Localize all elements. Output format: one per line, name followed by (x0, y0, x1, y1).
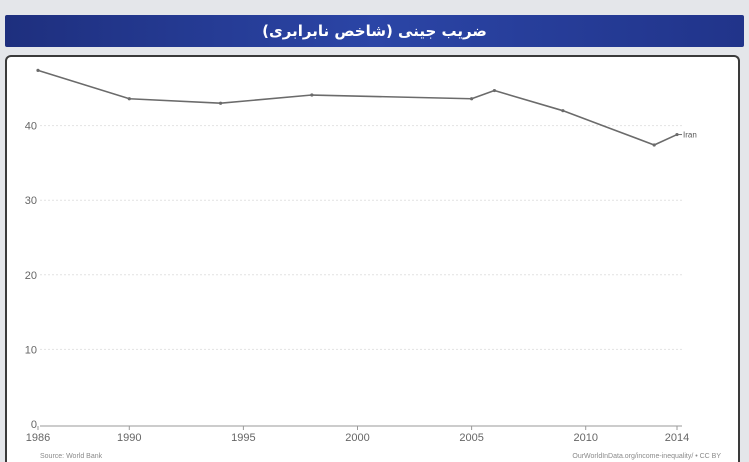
credit-note: OurWorldInData.org/income-inequality/ • … (572, 453, 721, 460)
x-tick-label: 1990 (117, 432, 141, 444)
x-axis-ticks: 1986 1990 1995 2000 2005 2010 2014 (26, 426, 689, 444)
x-tick-label: 2010 (573, 432, 597, 444)
data-point (127, 97, 131, 101)
series-line (37, 69, 678, 146)
x-tick-label: 2005 (459, 432, 483, 444)
y-tick-label: 30 (25, 195, 37, 207)
y-axis-ticks: 0 10 20 30 40 (25, 121, 37, 431)
data-point (218, 101, 223, 105)
data-point (652, 143, 656, 147)
x-tick-label: 1995 (231, 432, 255, 444)
y-tick-label: 10 (25, 344, 37, 356)
gridlines (40, 125, 682, 427)
data-point (492, 88, 497, 93)
data-point (470, 97, 474, 101)
data-point (36, 68, 40, 72)
data-point (561, 109, 565, 113)
series-label: Iran (683, 131, 697, 140)
series-lines: Iran (36, 68, 697, 147)
source-note: Source: World Bank (40, 453, 103, 460)
y-tick-label: 0 (31, 419, 37, 431)
chart-title-bar: ضریب جینی (شاخص نابرابری) (5, 15, 744, 47)
y-tick-label: 40 (25, 121, 37, 133)
x-tick-label: 2014 (665, 432, 689, 444)
y-tick-label: 20 (25, 270, 37, 282)
data-point (310, 93, 314, 97)
chart-title: ضریب جینی (شاخص نابرابری) (262, 22, 487, 40)
x-tick-label: 2000 (345, 432, 369, 444)
x-tick-label: 1986 (26, 432, 50, 444)
chart-frame: 0 10 20 30 40 1986 1990 1995 2000 2005 2010 2014 I… (5, 55, 740, 462)
gini-line-chart: 0 10 20 30 40 1986 1990 1995 2000 2005 2010 2014 I… (25, 68, 721, 460)
